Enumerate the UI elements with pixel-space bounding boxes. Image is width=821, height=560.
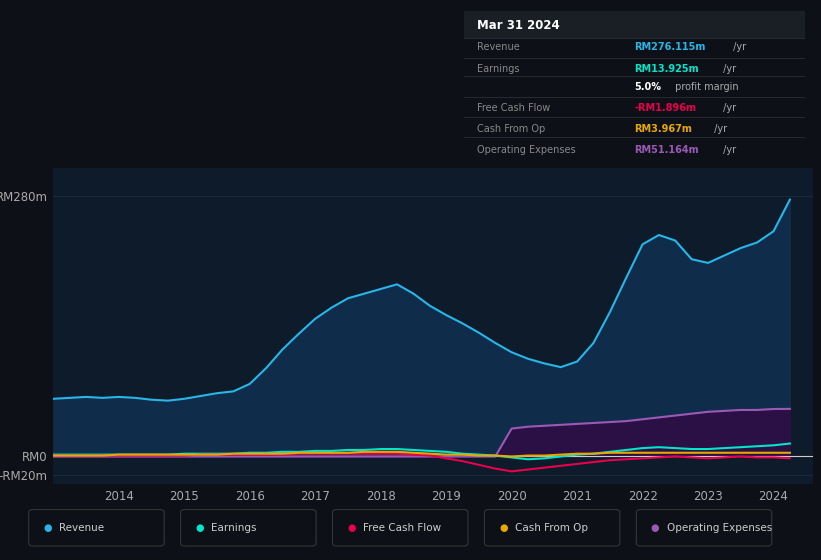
Text: ●: ● xyxy=(499,523,507,533)
Text: Revenue: Revenue xyxy=(59,523,104,533)
Text: 5.0%: 5.0% xyxy=(635,82,661,92)
Text: RM51.164m: RM51.164m xyxy=(635,145,699,155)
Text: -RM1.896m: -RM1.896m xyxy=(635,103,696,113)
Text: /yr: /yr xyxy=(720,103,736,113)
Text: ●: ● xyxy=(195,523,204,533)
Text: Free Cash Flow: Free Cash Flow xyxy=(363,523,441,533)
Text: Operating Expenses: Operating Expenses xyxy=(478,145,576,155)
Text: Cash From Op: Cash From Op xyxy=(478,124,546,134)
FancyBboxPatch shape xyxy=(464,11,805,38)
Text: /yr: /yr xyxy=(730,43,745,53)
Text: Operating Expenses: Operating Expenses xyxy=(667,523,772,533)
Text: /yr: /yr xyxy=(720,145,736,155)
Text: ●: ● xyxy=(44,523,52,533)
Text: Free Cash Flow: Free Cash Flow xyxy=(478,103,551,113)
Text: ●: ● xyxy=(651,523,659,533)
Text: RM13.925m: RM13.925m xyxy=(635,64,699,74)
Text: Revenue: Revenue xyxy=(478,43,521,53)
Text: /yr: /yr xyxy=(710,124,727,134)
Text: profit margin: profit margin xyxy=(672,82,739,92)
Text: RM3.967m: RM3.967m xyxy=(635,124,692,134)
Text: Earnings: Earnings xyxy=(478,64,520,74)
Text: Cash From Op: Cash From Op xyxy=(515,523,588,533)
Text: /yr: /yr xyxy=(720,64,736,74)
Text: RM276.115m: RM276.115m xyxy=(635,43,705,53)
Text: Earnings: Earnings xyxy=(211,523,256,533)
Text: ●: ● xyxy=(347,523,355,533)
Text: Mar 31 2024: Mar 31 2024 xyxy=(478,19,560,32)
